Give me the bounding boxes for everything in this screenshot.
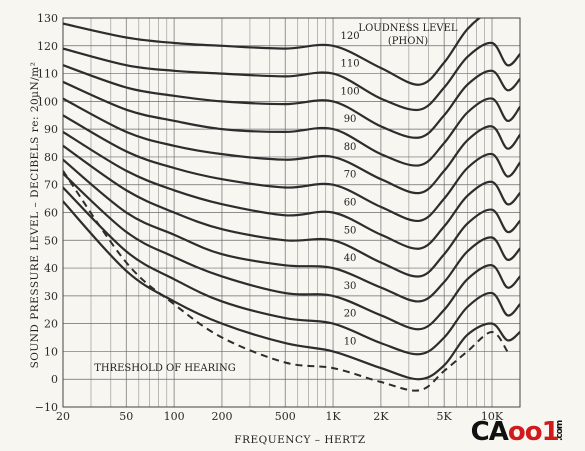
y-tick-label: 30: [44, 290, 58, 303]
phon-label-40: 40: [344, 253, 357, 264]
x-tick-label: 100: [164, 410, 185, 423]
grid: [62, 17, 521, 408]
x-tick-label: 20: [56, 410, 70, 423]
x-tick-label: 200: [211, 410, 232, 423]
phon-label-50: 50: [344, 225, 357, 236]
loudness-curve-30: [63, 172, 520, 331]
y-tick-label: 20: [44, 318, 58, 331]
phon-label-110: 110: [341, 59, 360, 70]
phon-label-60: 60: [344, 198, 357, 209]
watermark-logo: CAoo1.com: [471, 417, 579, 447]
phon-label-10: 10: [344, 336, 357, 347]
x-tick-label: 1K: [325, 410, 341, 423]
x-tick-label: 5K: [437, 410, 453, 423]
legend-title: LOUDNESS LEVEL: [358, 23, 458, 34]
x-tick-label: 50: [119, 410, 133, 423]
phon-labels: 120 110 100 90 80 70 60 50 40 30 20 10: [341, 31, 360, 348]
loudness-curve-100: [63, 64, 520, 139]
y-tick-label: 80: [44, 151, 58, 164]
phon-label-20: 20: [344, 309, 357, 320]
x-axis-title: FREQUENCY – HERTZ: [234, 434, 365, 446]
loudness-curve-120: [63, 18, 482, 86]
y-axis-title: SOUND PRESSURE LEVEL – DECIBELS re: 20μN…: [29, 62, 41, 369]
loudness-curve-90: [63, 80, 520, 167]
loudness-curve-70: [63, 114, 520, 222]
loudness-curve-50: [63, 144, 520, 278]
y-tick-label: 120: [37, 40, 58, 53]
threshold-label: THRESHOLD OF HEARING: [94, 363, 236, 374]
phon-label-120: 120: [341, 31, 360, 42]
loudness-curve-10: [63, 200, 520, 381]
phon-label-90: 90: [344, 114, 357, 125]
y-tick-label: 70: [44, 179, 58, 192]
x-tick-label: 10K: [481, 410, 504, 423]
x-tick-label: 500: [275, 410, 296, 423]
y-tick-label: 90: [44, 123, 58, 136]
y-tick-label: 40: [44, 262, 58, 275]
y-tick-label: 0: [51, 373, 58, 386]
y-tick-label: 60: [44, 207, 58, 220]
plot-frame: [62, 17, 521, 408]
loudness-curve-110: [63, 41, 520, 112]
y-tick-label: 100: [37, 95, 58, 108]
watermark-small: .com: [554, 420, 565, 441]
y-tick-label: 110: [37, 68, 58, 81]
y-tick-label: −10: [35, 401, 58, 414]
phon-label-80: 80: [344, 142, 357, 153]
loudness-curve-60: [63, 130, 520, 250]
x-tick-label: 2K: [373, 410, 389, 423]
loudness-curve-80: [63, 97, 520, 195]
loudness-curve-40: [63, 158, 520, 303]
phon-label-70: 70: [344, 170, 357, 181]
phon-label-100: 100: [341, 86, 360, 97]
loudness-curves: [63, 18, 520, 392]
y-tick-label: 130: [37, 12, 58, 25]
x-tick-labels: 20 50 100 200 500 1K 2K 5K 10K: [56, 410, 504, 423]
y-tick-labels: −10 0 10 20 30 40 50 60 70 80 90 100 110 120 130: [35, 12, 58, 414]
y-tick-label: 10: [44, 345, 58, 358]
legend-unit: (PHON): [388, 36, 428, 47]
watermark-main: CA: [470, 417, 509, 447]
threshold-of-hearing-curve: [63, 170, 509, 392]
watermark-accent: oo1: [507, 417, 560, 447]
phon-label-30: 30: [344, 281, 357, 292]
y-tick-label: 50: [44, 234, 58, 247]
loudness-curve-20: [63, 186, 520, 356]
